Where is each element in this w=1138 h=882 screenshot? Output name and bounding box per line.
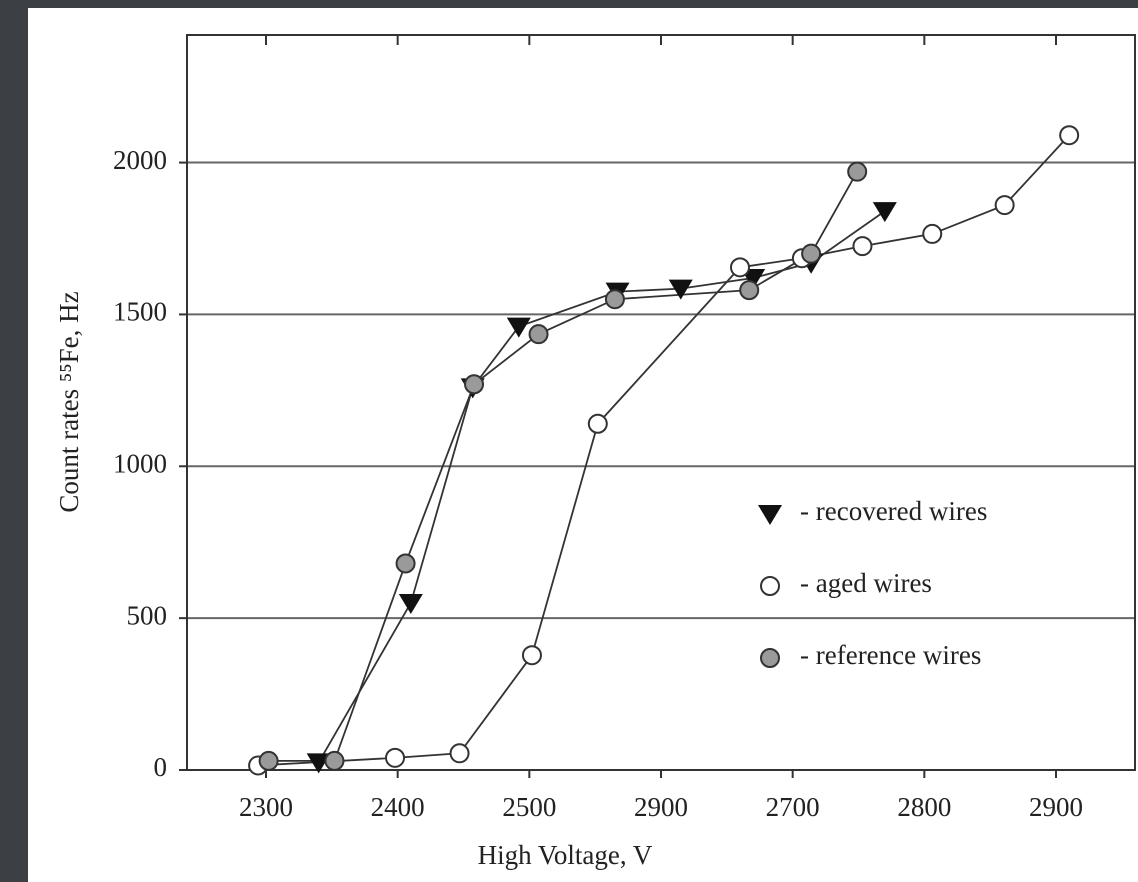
- y-tick-label: 0: [154, 752, 168, 782]
- legend-label: - recovered wires: [800, 496, 987, 526]
- data-point: [872, 202, 897, 223]
- data-point: [852, 236, 873, 257]
- plot-panel: [28, 8, 1138, 882]
- y-tick-label: 1500: [113, 297, 167, 327]
- y-tick-label: 1000: [113, 448, 167, 478]
- x-tick-label: 2500: [502, 792, 556, 822]
- data-point: [1059, 125, 1080, 146]
- data-point: [324, 750, 345, 771]
- legend-label: - reference wires: [800, 640, 981, 670]
- data-point: [528, 324, 549, 345]
- data-point: [847, 161, 868, 182]
- data-point: [398, 593, 423, 614]
- y-axis-label: Count rates ⁵⁵Fe, Hz: [54, 291, 84, 512]
- data-point: [994, 195, 1015, 216]
- x-tick-label: 2900: [1029, 792, 1083, 822]
- legend-marker: [760, 648, 780, 668]
- plot-frame: [186, 34, 1136, 771]
- data-point: [449, 743, 470, 764]
- x-tick-label: 2400: [371, 792, 425, 822]
- x-tick-label: 2300: [239, 792, 293, 822]
- data-point: [730, 257, 750, 278]
- data-point: [385, 747, 406, 768]
- data-point: [668, 279, 693, 300]
- x-tick-label: 2700: [766, 792, 820, 822]
- legend-marker: [760, 576, 780, 596]
- data-point: [306, 753, 331, 774]
- legend-label: - aged wires: [800, 568, 932, 598]
- legend-marker: [758, 505, 782, 525]
- data-point: [922, 223, 943, 244]
- data-point: [506, 317, 531, 338]
- x-tick-label: 2900: [634, 792, 688, 822]
- data-point: [258, 750, 279, 771]
- data-point: [739, 280, 760, 301]
- data-point: [604, 289, 625, 310]
- data-point: [464, 374, 485, 395]
- x-axis-label: High Voltage, V: [478, 840, 653, 870]
- data-point: [521, 645, 542, 666]
- data-point: [395, 553, 416, 574]
- data-point: [587, 413, 608, 434]
- x-tick-label: 2800: [897, 792, 951, 822]
- y-tick-label: 500: [127, 600, 168, 630]
- y-tick-label: 2000: [113, 145, 167, 175]
- data-point: [801, 243, 822, 264]
